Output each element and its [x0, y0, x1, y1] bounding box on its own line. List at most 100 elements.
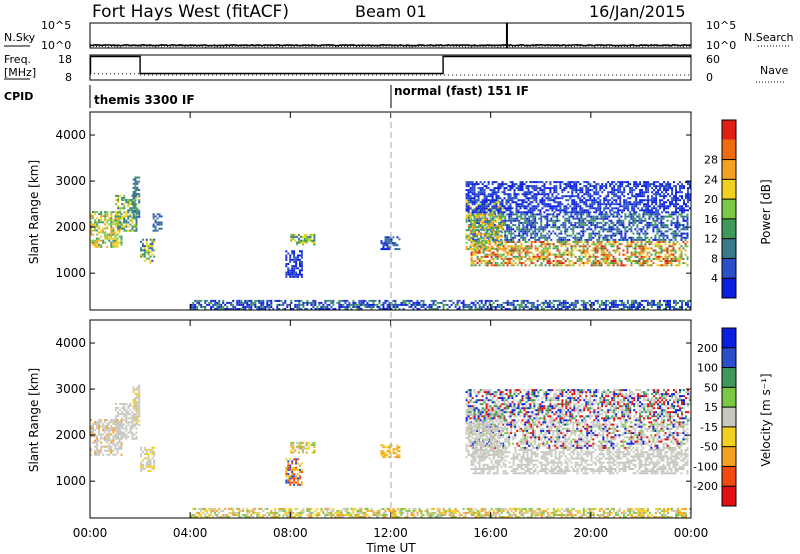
velocity-cell-0 [104, 425, 107, 428]
velocity-cell-3 [145, 461, 148, 464]
power-cell-8 [614, 232, 617, 235]
power-cell-11 [641, 189, 644, 192]
power-cell-9 [580, 251, 583, 254]
power-cell-12 [466, 303, 469, 306]
velocity-cell-1 [129, 409, 132, 412]
power-cell-12 [458, 308, 461, 310]
power-cell-6 [289, 269, 292, 272]
velocity-cell-1 [117, 423, 120, 426]
power-cell-12 [462, 301, 465, 304]
power-cell-12 [624, 306, 627, 308]
power-cell-12 [400, 301, 403, 304]
velocity-cell-2 [138, 394, 141, 397]
power-cell-8 [588, 228, 591, 231]
power-cell-11 [497, 191, 500, 194]
power-cell-9 [556, 247, 559, 250]
power-cell-11 [575, 211, 578, 214]
power-cell-9 [650, 241, 653, 243]
power-cell-9 [524, 245, 527, 248]
power-cell-10 [479, 227, 482, 229]
power-cell-11 [559, 203, 562, 206]
power-cell-12 [370, 299, 373, 302]
power-cell-2 [136, 176, 139, 179]
power-cell-8 [618, 238, 621, 241]
power-cell-11 [549, 189, 552, 192]
power-cell-12 [324, 308, 327, 310]
power-cell-8 [590, 234, 593, 237]
power-cell-9 [682, 241, 685, 243]
power-cell-12 [430, 308, 433, 310]
power-cell-11 [679, 189, 681, 192]
power-cell-8 [554, 224, 557, 227]
power-cell-11 [555, 191, 558, 194]
power-cell-9 [554, 262, 557, 265]
power-cell-8 [588, 219, 591, 222]
power-cell-11 [503, 189, 506, 192]
power-cell-11 [567, 207, 570, 210]
power-cell-9 [606, 249, 609, 252]
power-cell-12 [260, 308, 263, 310]
power-cell-11 [487, 205, 490, 208]
power-cell-12 [362, 299, 365, 302]
power-cell-8 [540, 215, 543, 218]
power-cell-12 [394, 303, 397, 306]
power-cell-9 [514, 243, 517, 246]
power-cell-8 [594, 226, 597, 229]
power-cell-12 [234, 308, 237, 310]
power-cell-8 [484, 234, 487, 237]
power-cell-1 [123, 194, 126, 197]
power-cell-11 [663, 189, 666, 192]
power-cell-7 [384, 244, 387, 247]
power-cell-8 [664, 234, 667, 237]
power-cell-11 [499, 183, 502, 186]
power-cell-12 [584, 308, 587, 310]
power-cell-11 [677, 191, 679, 194]
power-cell-11 [529, 203, 532, 206]
power-cell-9 [592, 253, 595, 256]
velocity-cell-1 [121, 407, 124, 409]
power-cell-8 [472, 232, 475, 235]
velocity-cell-3 [140, 461, 143, 464]
power-cell-6 [291, 267, 294, 270]
power-cell-8 [640, 228, 643, 231]
power-cell-9 [628, 243, 631, 246]
power-cell-8 [580, 238, 583, 241]
power-cell-10 [495, 224, 498, 227]
velocity-cell-3 [145, 457, 148, 460]
power-cell-10 [477, 203, 480, 206]
power-cell-8 [592, 232, 595, 235]
power-cell-11 [553, 197, 556, 200]
power-cell-8 [638, 228, 641, 231]
power-cell-11 [683, 187, 685, 190]
power-cell-9 [678, 262, 681, 265]
power-cell-12 [362, 303, 365, 306]
power-cell-9 [658, 241, 661, 243]
power-cell-12 [602, 301, 605, 304]
power-cell-12 [416, 303, 419, 306]
power-cell-12 [328, 308, 331, 310]
power-cell-8 [618, 219, 621, 222]
power-cell-6 [293, 252, 296, 255]
power-cell-9 [586, 262, 589, 265]
power-cell-12 [482, 306, 485, 308]
velocity-cell-1 [125, 435, 128, 438]
power-cell-11 [619, 187, 622, 190]
power-cell-11 [467, 195, 470, 198]
power-cell-6 [297, 267, 299, 270]
power-cell-11 [521, 205, 524, 208]
power-cell-7 [384, 240, 387, 243]
power-cell-9 [600, 262, 603, 265]
power-cell-11 [465, 183, 468, 186]
power-cell-1 [131, 194, 134, 197]
power-cell-11 [617, 189, 620, 192]
power-cell-9 [650, 243, 653, 246]
power-cell-9 [648, 243, 651, 246]
power-cell-8 [580, 217, 583, 220]
power-cell-9 [584, 262, 587, 265]
power-cell-8 [598, 232, 601, 235]
power-cell-10 [497, 248, 500, 251]
power-cell-8 [534, 232, 537, 235]
power-cell-11 [641, 207, 644, 210]
power-cell-11 [633, 211, 636, 214]
power-cell-11 [633, 203, 636, 206]
